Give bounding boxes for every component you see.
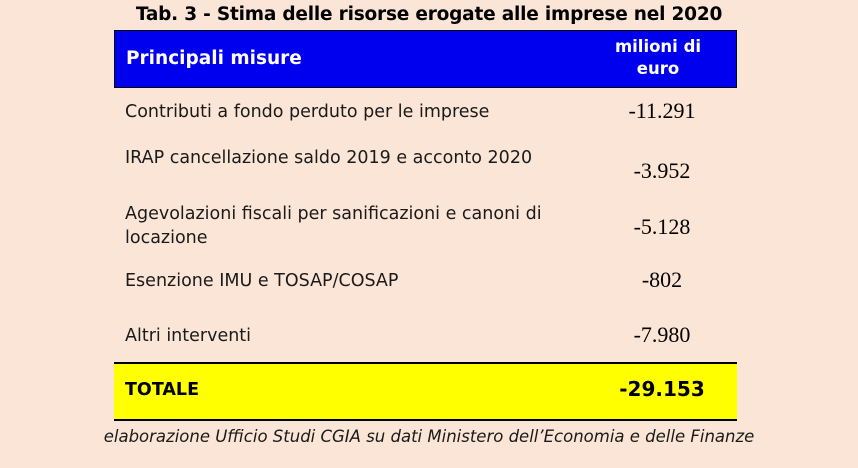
table-title: Tab. 3 - Stima delle risorse erogate all… [135, 4, 723, 25]
table-header: Principali misure milioni di euro [114, 30, 737, 88]
row-value: -7.980 [633, 322, 691, 347]
total-label: TOTALE [125, 380, 200, 400]
source-note: elaborazione Ufficio Studi CGIA su dati … [103, 427, 755, 446]
row-label: Esenzione IMU e TOSAP/COSAP [125, 271, 399, 291]
row-value: -3.952 [633, 158, 691, 183]
header-unit: milioni di euro [614, 37, 702, 78]
row-label: Altri interventi [125, 326, 252, 346]
measures-table: Principali misure milioni di euro Contri… [114, 30, 737, 421]
total-row: TOTALE -29.153 [114, 364, 737, 419]
divider [114, 362, 737, 364]
row-label: Contributi a fondo perduto per le impres… [125, 102, 490, 122]
row-label: IRAP cancellazione saldo 2019 e acconto … [125, 148, 533, 168]
total-value: -29.153 [619, 377, 705, 401]
header-measures: Principali misure [126, 48, 302, 69]
row-label: Agevolazioni fiscali per sanificazioni e… [125, 204, 542, 248]
divider [114, 419, 737, 421]
row-value: -802 [641, 267, 683, 292]
row-value: -11.291 [628, 98, 696, 123]
row-value: -5.128 [633, 214, 691, 239]
